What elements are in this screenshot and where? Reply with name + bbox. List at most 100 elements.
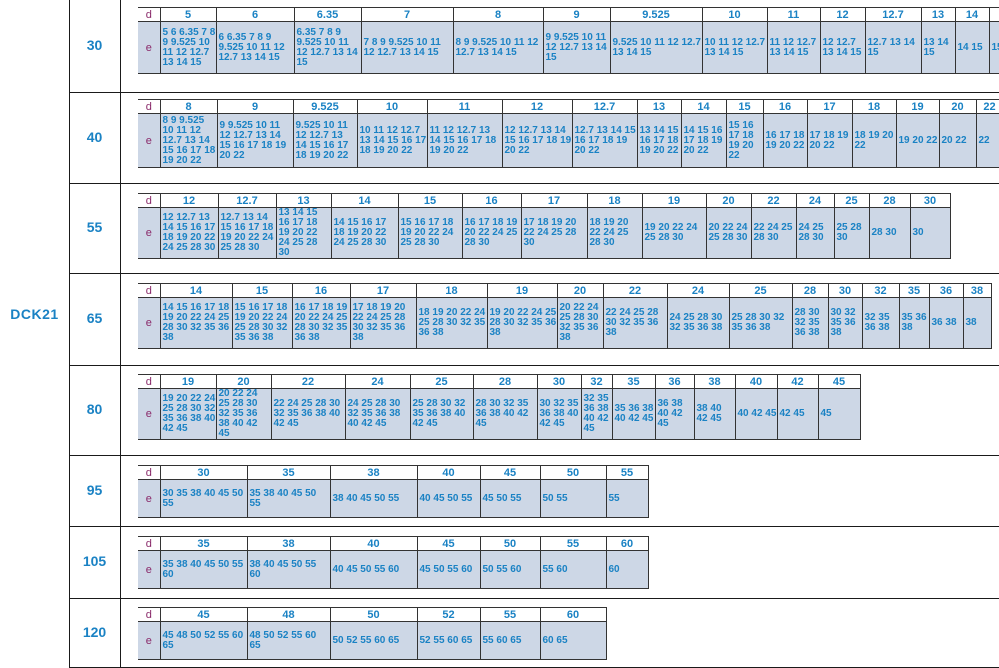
d-value-cell: 10 bbox=[356, 99, 427, 114]
size-label: 105 bbox=[82, 553, 107, 569]
d-value-cell: 12.7 bbox=[217, 193, 276, 208]
e-value-cell: 14 15 16 17 18 19 20 22 24 25 28 30 bbox=[330, 207, 398, 259]
d-value-cell: 18 bbox=[586, 193, 642, 208]
e-label: e bbox=[138, 297, 160, 349]
bore-table: d 19 20 22 24 25 28 30 32 35 36 38 40 42 45 e 19 20 22 2… bbox=[138, 374, 861, 440]
bore-table: d 8 9 9.525 10 11 12 12.7 13 14 15 16 17 18 19 20 22 e 8 9… bbox=[138, 99, 999, 168]
d-value-cell: 22 bbox=[270, 374, 345, 389]
e-value-cell: 30 bbox=[909, 207, 951, 259]
e-value-cell: 40 45 50 55 60 bbox=[329, 550, 417, 589]
d-value-cell: 55 bbox=[479, 607, 540, 622]
e-value-cell: 22 bbox=[975, 113, 999, 168]
e-value-cell: 25 28 30 32 35 36 38 bbox=[728, 297, 792, 349]
e-row: e 35 38 40 45 50 55 60 38 40 45 50 55 60 40… bbox=[138, 550, 649, 589]
e-value-cell: 45 50 55 bbox=[479, 479, 540, 518]
e-value-cell: 60 65 bbox=[539, 621, 607, 660]
d-value-cell: 40 bbox=[329, 536, 417, 551]
bore-table: d 45 48 50 52 55 60 e 45 48 50 52 55 60 65 48 50 … bbox=[138, 607, 607, 660]
d-value-cell: 12.7 bbox=[571, 99, 637, 114]
d-value-cell: 20 bbox=[705, 193, 751, 208]
d-value-cell: 40 bbox=[416, 465, 480, 480]
bore-subtable: d 45 48 50 52 55 60 e 45 48 50 52 55 60 65 48 50 … bbox=[138, 607, 607, 660]
d-value-cell: 15 bbox=[725, 99, 763, 114]
d-value-cell: 19 bbox=[641, 193, 706, 208]
e-value-cell: 18 19 20 22 24 25 28 30 32 35 36 38 bbox=[415, 297, 487, 349]
e-value-cell: 12.7 13 14 15 16 17 18 19 20 22 24 25 28… bbox=[217, 207, 276, 259]
d-value-cell: 8 bbox=[452, 7, 543, 22]
d-value-cell: 28 bbox=[472, 374, 537, 389]
d-value-cell: 42 bbox=[776, 374, 818, 389]
e-value-cell: 50 55 60 bbox=[479, 550, 540, 589]
d-value-cell: 24 bbox=[795, 193, 834, 208]
d-row: d 14 15 16 17 18 19 20 22 24 25 28 30 32 35 36 38 bbox=[138, 283, 992, 298]
e-value-cell: 30 32 35 36 38 40 42 45 bbox=[536, 388, 581, 440]
e-value-cell: 20 22 24 25 28 30 32 35 36 38 bbox=[556, 297, 603, 349]
e-value-cell: 13 14 15 16 17 18 19 20 22 24 25 28 30 bbox=[275, 207, 331, 259]
e-value-cell: 24 25 28 30 32 35 36 38 bbox=[666, 297, 729, 349]
d-value-cell: 22 bbox=[602, 283, 667, 298]
d-value-cell: 6.35 bbox=[293, 7, 361, 22]
d-value-cell: 20 bbox=[938, 99, 976, 114]
e-value-cell: 14 15 16 17 18 19 20 22 bbox=[680, 113, 726, 168]
e-value-cell: 50 55 bbox=[539, 479, 606, 518]
d-value-cell: 18 bbox=[415, 283, 487, 298]
e-value-cell: 6 6.35 7 8 9 9.525 10 11 12 12.7 13 14 1… bbox=[215, 21, 294, 74]
d-row: d 8 9 9.525 10 11 12 12.7 13 14 15 16 17 18 19 20 22 bbox=[138, 99, 999, 114]
row-divider bbox=[69, 365, 999, 366]
d-value-cell: 28 bbox=[791, 283, 828, 298]
d-value-cell: 9 bbox=[542, 7, 610, 22]
e-value-cell: 45 50 55 60 bbox=[416, 550, 480, 589]
d-value-cell: 15 bbox=[231, 283, 292, 298]
d-value-cell: 55 bbox=[539, 536, 606, 551]
d-value-cell: 7 bbox=[360, 7, 453, 22]
e-value-cell: 16 17 18 19 20 22 24 25 28 30 32 35 36 3… bbox=[291, 297, 350, 349]
d-value-cell: 35 bbox=[246, 465, 330, 480]
d-value-cell: 16 bbox=[291, 283, 350, 298]
bore-subtable: d 19 20 22 24 25 28 30 32 35 36 38 40 42 45 e 19 20 22 2… bbox=[138, 374, 861, 440]
size-label: 65 bbox=[86, 310, 103, 326]
e-value-cell: 40 42 45 bbox=[734, 388, 777, 440]
e-value-cell: 24 25 28 30 32 35 36 38 40 42 45 bbox=[344, 388, 410, 440]
d-value-cell: 38 bbox=[693, 374, 735, 389]
e-value-cell: 5 6 6.35 7 8 9 9.525 10 11 12 12.7 13 14… bbox=[159, 21, 216, 74]
size-label: 30 bbox=[86, 37, 103, 53]
e-value-cell: 28 30 32 35 36 38 bbox=[791, 297, 828, 349]
d-value-cell: 20 bbox=[556, 283, 603, 298]
d-value-cell: 11 bbox=[426, 99, 502, 114]
d-value-cell: 16 bbox=[461, 193, 521, 208]
e-value-cell: 12.7 13 14 15 16 17 18 19 20 22 bbox=[571, 113, 637, 168]
e-value-cell: 35 38 40 45 50 55 bbox=[246, 479, 330, 518]
d-value-cell: 30 bbox=[536, 374, 581, 389]
d-value-cell: 32 bbox=[580, 374, 612, 389]
e-value-cell: 18 19 20 22 24 25 28 30 bbox=[586, 207, 642, 259]
size-label: 80 bbox=[86, 401, 103, 417]
d-value-cell: 16 bbox=[762, 99, 807, 114]
e-value-cell: 12 12.7 13 14 15 bbox=[819, 21, 865, 74]
e-value-cell: 12.7 13 14 15 bbox=[864, 21, 921, 74]
e-value-cell: 8 9 9.525 10 11 12 12.7 13 14 15 16 17 1… bbox=[159, 113, 217, 168]
e-value-cell: 14 15 16 17 18 19 20 22 24 25 28 30 32 3… bbox=[159, 297, 232, 349]
e-value-cell: 35 36 38 bbox=[898, 297, 929, 349]
d-value-cell: 60 bbox=[605, 536, 649, 551]
d-value-cell: 13 bbox=[920, 7, 955, 22]
e-row: e 30 35 38 40 45 50 55 35 38 40 45 50 55 38… bbox=[138, 479, 649, 518]
e-value-cell: 55 60 bbox=[539, 550, 606, 589]
d-value-cell: 38 bbox=[962, 283, 992, 298]
d-value-cell: 32 bbox=[861, 283, 899, 298]
e-value-cell: 16 17 18 19 20 22 24 25 28 30 bbox=[461, 207, 521, 259]
e-row: e 45 48 50 52 55 60 65 48 50 52 55 60 65 50… bbox=[138, 621, 607, 660]
d-value-cell: 50 bbox=[479, 536, 540, 551]
d-value-cell: 14 bbox=[954, 7, 989, 22]
e-value-cell: 38 40 45 50 55 60 bbox=[246, 550, 330, 589]
d-value-cell: 5 bbox=[159, 7, 216, 22]
d-value-cell: 36 bbox=[654, 374, 694, 389]
d-value-cell: 19 bbox=[486, 283, 557, 298]
e-value-cell: 55 bbox=[605, 479, 649, 518]
e-row: e 12 12.7 13 14 15 16 17 18 19 20 22 24 2… bbox=[138, 207, 951, 259]
e-value-cell: 9.525 10 11 12 12.7 13 14 15 16 17 18 19… bbox=[292, 113, 357, 168]
e-value-cell: 45 bbox=[817, 388, 861, 440]
e-label: e bbox=[138, 479, 160, 518]
